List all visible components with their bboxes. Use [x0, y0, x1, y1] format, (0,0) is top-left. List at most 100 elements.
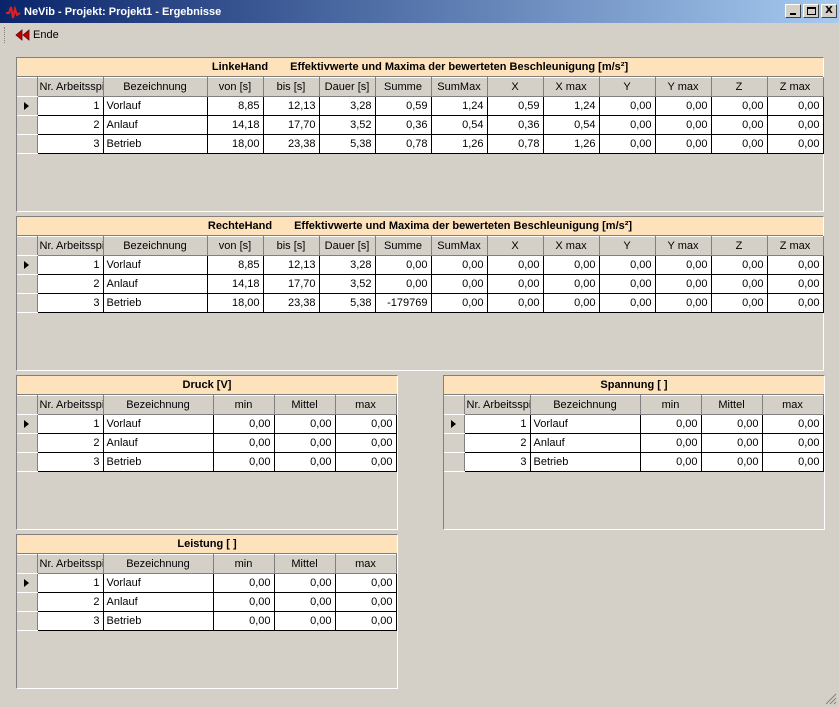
table-cell[interactable]: 0,00: [761, 414, 824, 434]
table-row[interactable]: 3 Betrieb 0,00 0,00 0,00: [17, 452, 397, 472]
table-cell[interactable]: Betrieb: [102, 293, 208, 313]
table-row[interactable]: 3 Betrieb 0,00 0,00 0,00: [17, 611, 397, 631]
table-cell[interactable]: 0,00: [430, 293, 488, 313]
row-indicator[interactable]: [17, 115, 38, 135]
table-cell[interactable]: 0,00: [334, 573, 397, 593]
column-header[interactable]: Z: [710, 236, 768, 256]
table-cell[interactable]: Betrieb: [102, 611, 214, 631]
table-cell[interactable]: 0,00: [486, 274, 544, 294]
column-header[interactable]: min: [639, 395, 702, 415]
table-cell[interactable]: 0,00: [654, 96, 712, 116]
table-cell[interactable]: 0,00: [212, 414, 275, 434]
table-cell[interactable]: 3,28: [318, 96, 376, 116]
row-indicator[interactable]: [444, 414, 465, 434]
table-cell[interactable]: 0,00: [766, 293, 824, 313]
table-cell[interactable]: 2: [463, 433, 531, 453]
table-cell[interactable]: 0,00: [598, 96, 656, 116]
table-cell[interactable]: Vorlauf: [102, 255, 208, 275]
table-cell[interactable]: 1: [36, 414, 104, 434]
table-cell[interactable]: 1: [463, 414, 531, 434]
table-cell[interactable]: 0,00: [761, 452, 824, 472]
table-cell[interactable]: 0,00: [273, 452, 336, 472]
table-cell[interactable]: Betrieb: [102, 452, 214, 472]
column-header[interactable]: bis [s]: [262, 236, 320, 256]
table-cell[interactable]: 0,00: [700, 452, 763, 472]
table-cell[interactable]: 1,24: [542, 96, 600, 116]
row-indicator[interactable]: [17, 293, 38, 313]
table-cell[interactable]: 3: [36, 134, 104, 154]
column-header[interactable]: Z max: [766, 77, 824, 97]
table-cell[interactable]: 0,59: [486, 96, 544, 116]
column-header[interactable]: Dauer [s]: [318, 236, 376, 256]
table-cell[interactable]: 0,00: [598, 274, 656, 294]
column-header[interactable]: bis [s]: [262, 77, 320, 97]
table-cell[interactable]: 12,13: [262, 255, 320, 275]
table-cell[interactable]: 1,24: [430, 96, 488, 116]
column-header[interactable]: Summe: [374, 77, 432, 97]
table-cell[interactable]: Betrieb: [102, 134, 208, 154]
column-header[interactable]: Nr. Arbeitsspiel: [36, 77, 104, 97]
minimize-button[interactable]: [785, 4, 801, 18]
table-cell[interactable]: 0,00: [710, 115, 768, 135]
column-header[interactable]: X max: [542, 77, 600, 97]
table-row[interactable]: 2 Anlauf 14,18 17,70 3,52 0,00 0,00 0,00 0,00 0,0…: [17, 274, 824, 294]
table-row[interactable]: 1 Vorlauf 8,85 12,13 3,28 0,59 1,24 0,59 1,24 0,0…: [17, 96, 824, 116]
table-cell[interactable]: 1,26: [542, 134, 600, 154]
table-cell[interactable]: 23,38: [262, 134, 320, 154]
table-cell[interactable]: 0,59: [374, 96, 432, 116]
table-cell[interactable]: 2: [36, 115, 104, 135]
row-indicator[interactable]: [17, 255, 38, 275]
column-header[interactable]: max: [334, 554, 397, 574]
table-cell[interactable]: 0,00: [374, 255, 432, 275]
column-header[interactable]: Bezeichnung: [102, 77, 208, 97]
table-cell[interactable]: 23,38: [262, 293, 320, 313]
row-indicator[interactable]: [17, 573, 38, 593]
table-row[interactable]: 3 Betrieb 18,00 23,38 5,38 0,78 1,26 0,78 1,26 0,…: [17, 134, 824, 154]
column-header[interactable]: Mittel: [273, 554, 336, 574]
table-cell[interactable]: Vorlauf: [102, 96, 208, 116]
column-header[interactable]: von [s]: [206, 236, 264, 256]
table-cell[interactable]: 3,52: [318, 115, 376, 135]
table-cell[interactable]: Anlauf: [102, 274, 208, 294]
table-cell[interactable]: 1: [36, 255, 104, 275]
table-cell[interactable]: 2: [36, 592, 104, 612]
column-header[interactable]: Bezeichnung: [102, 236, 208, 256]
table-cell[interactable]: 0,00: [710, 255, 768, 275]
column-header[interactable]: Y: [598, 236, 656, 256]
row-indicator[interactable]: [17, 611, 38, 631]
table-cell[interactable]: 0,00: [334, 414, 397, 434]
column-header[interactable]: Z max: [766, 236, 824, 256]
table-cell[interactable]: 0,00: [273, 592, 336, 612]
column-header[interactable]: von [s]: [206, 77, 264, 97]
table-cell[interactable]: 0,00: [598, 255, 656, 275]
table-cell[interactable]: 0,00: [766, 134, 824, 154]
resize-grip-icon[interactable]: [825, 693, 837, 705]
table-row[interactable]: 1 Vorlauf 8,85 12,13 3,28 0,00 0,00 0,00 0,00 0,0…: [17, 255, 824, 275]
column-header[interactable]: X: [486, 236, 544, 256]
table-cell[interactable]: 8,85: [206, 255, 264, 275]
ende-button[interactable]: Ende: [13, 25, 61, 45]
row-indicator[interactable]: [17, 134, 38, 154]
table-cell[interactable]: 0,00: [430, 274, 488, 294]
table-cell[interactable]: 18,00: [206, 293, 264, 313]
table-cell[interactable]: 0,00: [486, 255, 544, 275]
table-cell[interactable]: 0,00: [700, 414, 763, 434]
table-cell[interactable]: 5,38: [318, 293, 376, 313]
column-header[interactable]: min: [212, 395, 275, 415]
column-header[interactable]: X: [486, 77, 544, 97]
table-row[interactable]: 2 Anlauf 14,18 17,70 3,52 0,36 0,54 0,36 0,54 0,0…: [17, 115, 824, 135]
table-cell[interactable]: 0,00: [654, 134, 712, 154]
table-cell[interactable]: 8,85: [206, 96, 264, 116]
column-header[interactable]: Y: [598, 77, 656, 97]
column-header[interactable]: Dauer [s]: [318, 77, 376, 97]
table-cell[interactable]: 18,00: [206, 134, 264, 154]
table-cell[interactable]: 0,00: [766, 274, 824, 294]
table-cell[interactable]: Vorlauf: [102, 573, 214, 593]
table-cell[interactable]: 17,70: [262, 274, 320, 294]
table-cell[interactable]: 0,54: [430, 115, 488, 135]
table-cell[interactable]: 0,00: [766, 255, 824, 275]
column-header[interactable]: Nr. Arbeitsspiel: [36, 395, 104, 415]
table-row[interactable]: 2 Anlauf 0,00 0,00 0,00: [444, 433, 824, 453]
table-cell[interactable]: 0,00: [654, 115, 712, 135]
table-cell[interactable]: 0,00: [761, 433, 824, 453]
